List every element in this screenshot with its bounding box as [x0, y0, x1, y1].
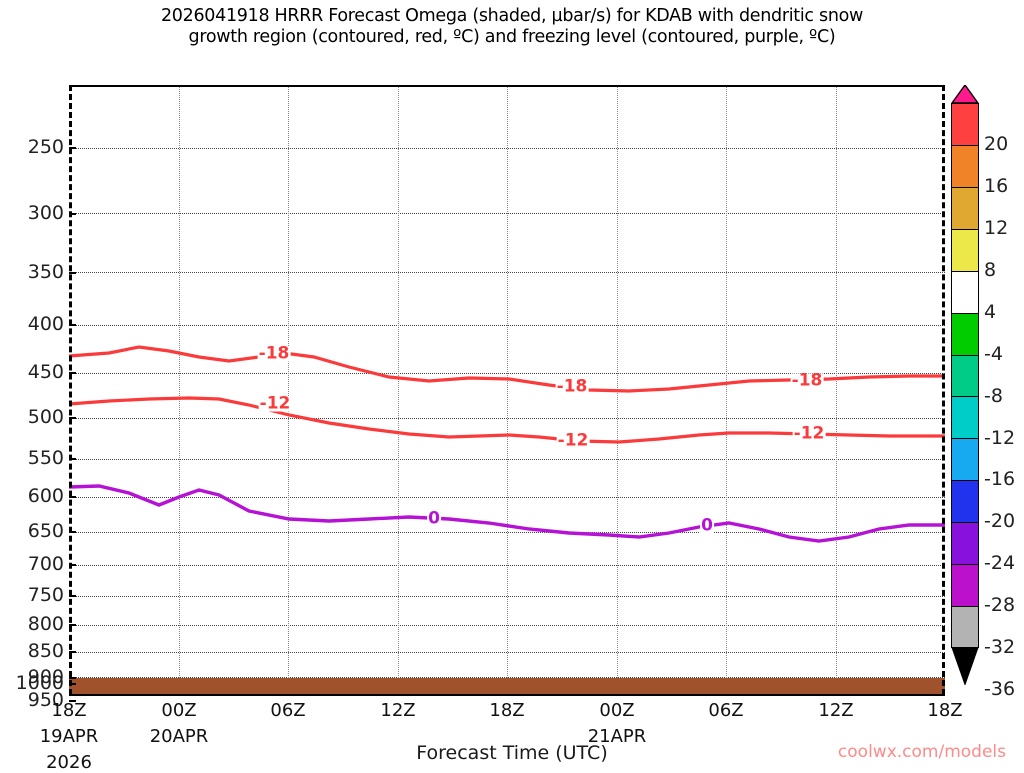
- y-axis-label: 600: [27, 485, 64, 507]
- colorbar-segment: [952, 187, 978, 230]
- colorbar-label: 4: [984, 300, 997, 323]
- colorbar-label: -24: [984, 552, 1016, 575]
- y-axis-label: 250: [27, 136, 64, 158]
- x-axis-time-label: 12Z: [380, 700, 416, 721]
- terrain-bar: [69, 678, 945, 695]
- y-axis-tick: [69, 651, 76, 653]
- colorbar-segment: [952, 313, 978, 356]
- colorbar-segment: [952, 565, 978, 608]
- colorbar-segment: [952, 439, 978, 482]
- y-axis-tick: [69, 372, 76, 374]
- colorbar-label: -4: [984, 342, 1003, 365]
- colorbar-label: -16: [984, 468, 1016, 491]
- y-axis-label: 550: [27, 447, 64, 469]
- colorbar: [951, 103, 979, 649]
- colorbar-segment: [952, 355, 978, 398]
- x-axis-time-label: 18Z: [51, 700, 87, 721]
- contour-label-freezing-a: 0: [427, 508, 441, 529]
- y-axis-tick: [69, 417, 76, 419]
- y-axis-tick: [69, 624, 76, 626]
- x-axis-time-label: 18Z: [489, 700, 525, 721]
- colorbar-label: -8: [984, 384, 1003, 407]
- colorbar-segment: [952, 397, 978, 440]
- contour-label-freezing-b: 0: [700, 515, 714, 536]
- y-axis-label: 450: [27, 361, 64, 383]
- colorbar-label: 8: [984, 258, 997, 281]
- y-axis-tick: [69, 700, 76, 702]
- title-line-1: 2026041918 HRRR Forecast Omega (shaded, …: [160, 6, 864, 26]
- contour-label-minus12-b: -12: [556, 430, 590, 451]
- y-axis-label: 300: [27, 202, 64, 224]
- y-axis-tick: [69, 147, 76, 149]
- colorbar-label: -28: [984, 594, 1016, 617]
- contour-label-minus12-c: -12: [792, 423, 826, 444]
- x-axis-date-label: 20APR: [149, 726, 209, 747]
- colorbar-segment: [952, 145, 978, 188]
- x-axis-time-label: 06Z: [708, 700, 744, 721]
- x-axis-time-label: 00Z: [599, 700, 635, 721]
- y-axis-tick: [69, 213, 76, 215]
- y-axis-label: 850: [27, 640, 64, 662]
- y-axis-label: 950: [27, 689, 64, 711]
- contour-label-minus18-c: -18: [790, 370, 824, 391]
- plot-top-border: [69, 85, 945, 87]
- y-axis-label: 1000: [15, 672, 64, 694]
- contour-label-minus12-a: -12: [258, 393, 292, 414]
- title-line-2: growth region (contoured, red, ºC) and f…: [188, 27, 836, 47]
- y-axis-tick: [69, 272, 76, 274]
- colorbar-label: -12: [984, 426, 1016, 449]
- page-title: 2026041918 HRRR Forecast Omega (shaded, …: [0, 6, 1024, 48]
- colorbar-label: 20: [984, 133, 1009, 156]
- y-axis-tick: [69, 458, 76, 460]
- y-axis-label: 800: [27, 613, 64, 635]
- colorbar-segment: [952, 104, 978, 146]
- colorbar-label: -32: [984, 636, 1016, 659]
- x-axis-time-label: 18Z: [927, 700, 963, 721]
- x-axis-date-label: 21APR: [587, 726, 647, 747]
- y-axis-label: 400: [27, 313, 64, 335]
- y-axis-tick: [69, 683, 76, 685]
- y-axis: 250 300 350 400 450 500 550 600 650 700 750 800 850 9…: [0, 85, 64, 711]
- x-axis-time-label: 12Z: [818, 700, 854, 721]
- x-axis-time-label: 00Z: [161, 700, 197, 721]
- y-axis-label: 750: [27, 584, 64, 606]
- y-axis-label: 650: [27, 520, 64, 542]
- colorbar-segment: [952, 523, 978, 566]
- colorbar-segment: [952, 481, 978, 524]
- x-axis-time-label: 06Z: [270, 700, 306, 721]
- y-axis-label: 900: [27, 666, 64, 688]
- contour-labels: -18 -18 -18 -12 -12 -12 0 0: [69, 85, 945, 678]
- colorbar-segment: [952, 271, 978, 314]
- plot-bottom-border: [69, 694, 945, 696]
- colorbar-label: 16: [984, 175, 1009, 197]
- y-axis-label: 500: [27, 406, 64, 428]
- contour-label-minus18-b: -18: [555, 376, 589, 397]
- colorbar-bottom-arrow: [951, 647, 979, 685]
- colorbar-segment: [952, 607, 978, 649]
- y-axis-tick: [69, 496, 76, 498]
- y-axis-tick: [69, 531, 76, 533]
- x-axis-title: Forecast Time (UTC): [416, 742, 608, 764]
- colorbar-segment: [952, 229, 978, 272]
- y-axis-label: 700: [27, 553, 64, 575]
- y-axis-tick: [69, 677, 76, 679]
- contour-label-minus18-a: -18: [257, 343, 291, 364]
- x-axis-date-label: 19APR: [39, 726, 99, 747]
- y-axis-tick: [69, 324, 76, 326]
- colorbar-label: 12: [984, 216, 1009, 239]
- watermark: coolwx.com/models: [837, 742, 1006, 762]
- colorbar-label: -36: [984, 678, 1016, 701]
- colorbar-top-arrow: [951, 85, 979, 104]
- y-axis-label: 350: [27, 261, 64, 283]
- y-axis-tick: [69, 595, 76, 597]
- colorbar-label: -20: [984, 510, 1016, 533]
- y-axis-tick: [69, 564, 76, 566]
